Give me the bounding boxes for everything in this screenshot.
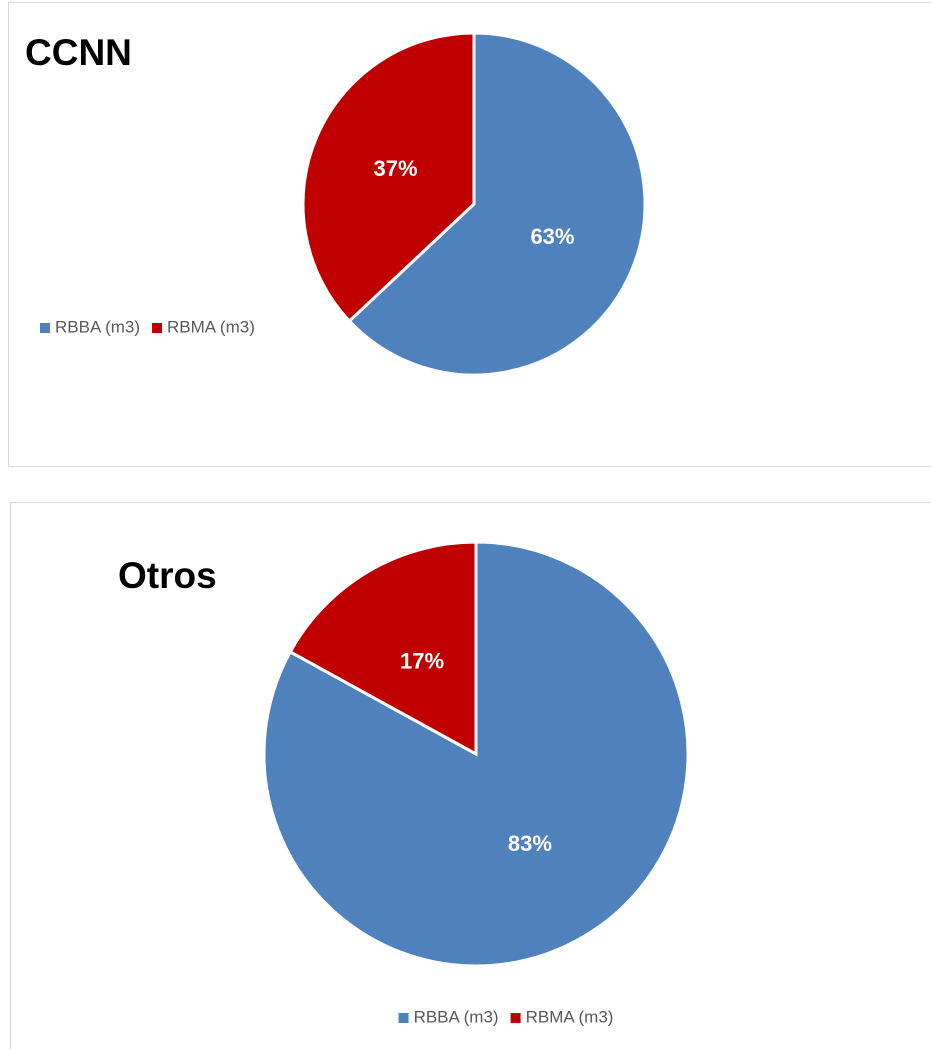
data-label: 83% — [508, 831, 552, 856]
legend-swatch — [40, 323, 50, 333]
pie-slice — [301, 31, 476, 324]
pie-slice — [262, 540, 690, 968]
data-label: 63% — [530, 224, 574, 249]
pie-slice — [347, 31, 647, 377]
legend-swatch — [398, 1013, 409, 1023]
legend-label: RBMA (m3) — [167, 317, 255, 336]
data-label: 17% — [400, 649, 444, 674]
data-label: 37% — [374, 156, 418, 181]
legend-swatch — [510, 1013, 521, 1023]
pie-slice — [288, 540, 478, 757]
chart-title: Otros — [118, 555, 217, 596]
chart: Otros 83% 17% RBBA (m3) RBMA (m3) — [10, 502, 931, 1049]
legend-label: RBBA (m3) — [55, 317, 140, 336]
legend: RBBA (m3) RBMA (m3) — [40, 317, 255, 336]
legend-swatch — [152, 323, 163, 333]
legend-label: RBBA (m3) — [414, 1007, 499, 1026]
legend-label: RBMA (m3) — [526, 1007, 614, 1026]
legend: RBBA (m3) RBMA (m3) — [398, 1007, 614, 1026]
chart: CCNN 63% 37% RBBA (m3) RBMA (m3) — [8, 2, 931, 467]
chart-title: CCNN — [25, 32, 132, 73]
